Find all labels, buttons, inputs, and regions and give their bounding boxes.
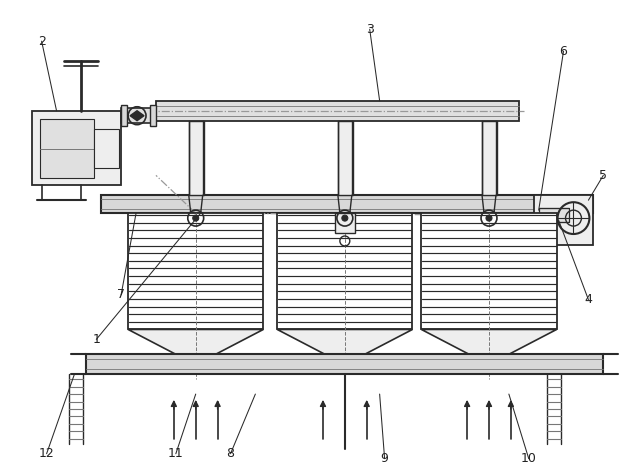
Polygon shape — [277, 329, 413, 354]
Text: 1: 1 — [92, 333, 100, 346]
Text: 4: 4 — [584, 293, 592, 306]
Polygon shape — [130, 111, 144, 121]
Bar — [39, 118, 95, 178]
Polygon shape — [422, 329, 557, 354]
Text: 11: 11 — [168, 447, 184, 460]
Bar — [128, 213, 264, 329]
Bar — [156, 101, 519, 121]
Circle shape — [342, 215, 348, 221]
Bar — [277, 213, 413, 329]
Circle shape — [193, 215, 199, 221]
Text: 2: 2 — [37, 35, 46, 48]
Bar — [534, 195, 593, 245]
Circle shape — [486, 215, 492, 221]
Bar — [482, 121, 497, 195]
Bar — [338, 121, 353, 195]
Bar — [101, 195, 593, 213]
Bar — [95, 128, 119, 168]
Bar — [480, 354, 498, 374]
Bar — [336, 354, 354, 374]
Bar — [121, 108, 156, 123]
Bar — [150, 105, 156, 126]
Text: 8: 8 — [227, 447, 234, 460]
Bar — [538, 208, 568, 222]
Polygon shape — [128, 329, 264, 354]
Bar — [335, 213, 355, 233]
Text: 5: 5 — [599, 169, 607, 182]
Text: 9: 9 — [380, 452, 389, 465]
Text: 10: 10 — [521, 452, 537, 465]
Bar — [32, 111, 121, 185]
Bar — [86, 354, 603, 374]
Bar — [187, 354, 204, 374]
Bar — [189, 121, 204, 195]
Text: 6: 6 — [559, 45, 568, 58]
Text: 12: 12 — [39, 447, 55, 460]
Bar — [121, 105, 127, 126]
Text: 7: 7 — [117, 288, 125, 301]
Text: 3: 3 — [366, 23, 373, 36]
Bar — [422, 213, 557, 329]
